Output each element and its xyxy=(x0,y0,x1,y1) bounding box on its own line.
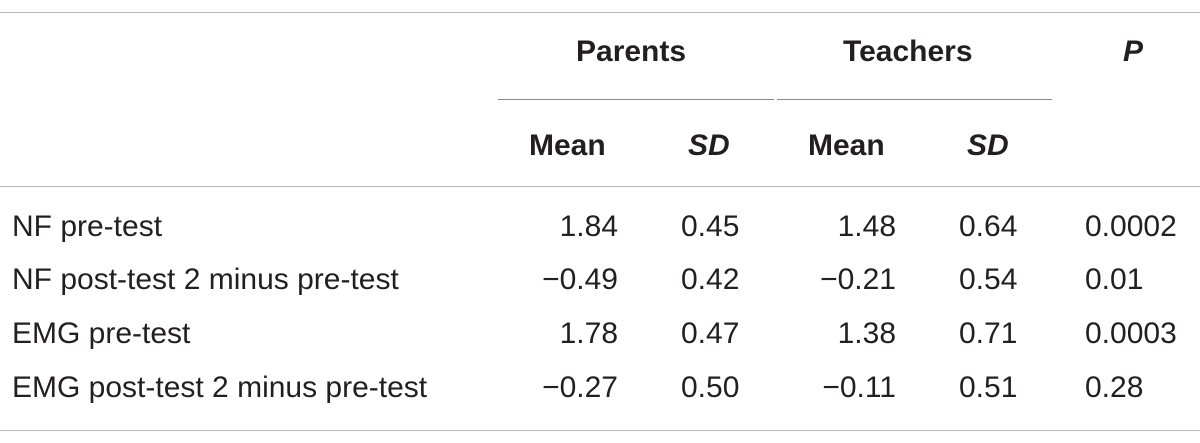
parents-mean-cell: −0.27 xyxy=(542,371,618,404)
teachers-sd-cell: 0.51 xyxy=(959,371,1018,404)
header-parents-sd: SD xyxy=(688,129,730,162)
p-value-cell: 0.01 xyxy=(1085,263,1144,296)
parents-span-rule xyxy=(498,99,774,100)
teachers-mean-cell: −0.11 xyxy=(822,371,896,404)
row-label: EMG pre-test xyxy=(12,317,191,350)
teachers-mean-cell: 1.48 xyxy=(837,210,896,243)
row-label: NF post-test 2 minus pre-test xyxy=(12,263,399,296)
p-value-cell: 0.28 xyxy=(1085,371,1144,404)
p-value-cell: 0.0002 xyxy=(1085,210,1177,243)
header-parents-mean: Mean xyxy=(529,129,606,162)
table-top-rule xyxy=(0,12,1200,13)
row-label: EMG post-test 2 minus pre-test xyxy=(12,371,428,404)
parents-mean-cell: 1.78 xyxy=(559,317,618,350)
table-bottom-rule xyxy=(0,430,1200,431)
header-parents: Parents xyxy=(576,35,687,68)
teachers-span-rule xyxy=(777,99,1052,100)
parents-sd-cell: 0.42 xyxy=(681,263,740,296)
row-label: NF pre-test xyxy=(12,210,163,243)
header-teachers-mean: Mean xyxy=(808,129,885,162)
parents-mean-cell: 1.84 xyxy=(559,210,618,243)
teachers-sd-cell: 0.71 xyxy=(959,317,1018,350)
parents-sd-cell: 0.50 xyxy=(681,371,740,404)
parents-sd-cell: 0.45 xyxy=(681,210,740,243)
teachers-sd-cell: 0.54 xyxy=(959,263,1018,296)
header-teachers-sd: SD xyxy=(967,129,1009,162)
teachers-sd-cell: 0.64 xyxy=(959,210,1018,243)
table-header-rule xyxy=(0,186,1200,187)
header-p: P xyxy=(1123,35,1144,68)
parents-mean-cell: −0.49 xyxy=(542,263,618,296)
teachers-mean-cell: −0.21 xyxy=(820,263,896,296)
teachers-mean-cell: 1.38 xyxy=(837,317,896,350)
parents-sd-cell: 0.47 xyxy=(681,317,740,350)
header-teachers: Teachers xyxy=(843,35,973,68)
p-value-cell: 0.0003 xyxy=(1085,317,1177,350)
